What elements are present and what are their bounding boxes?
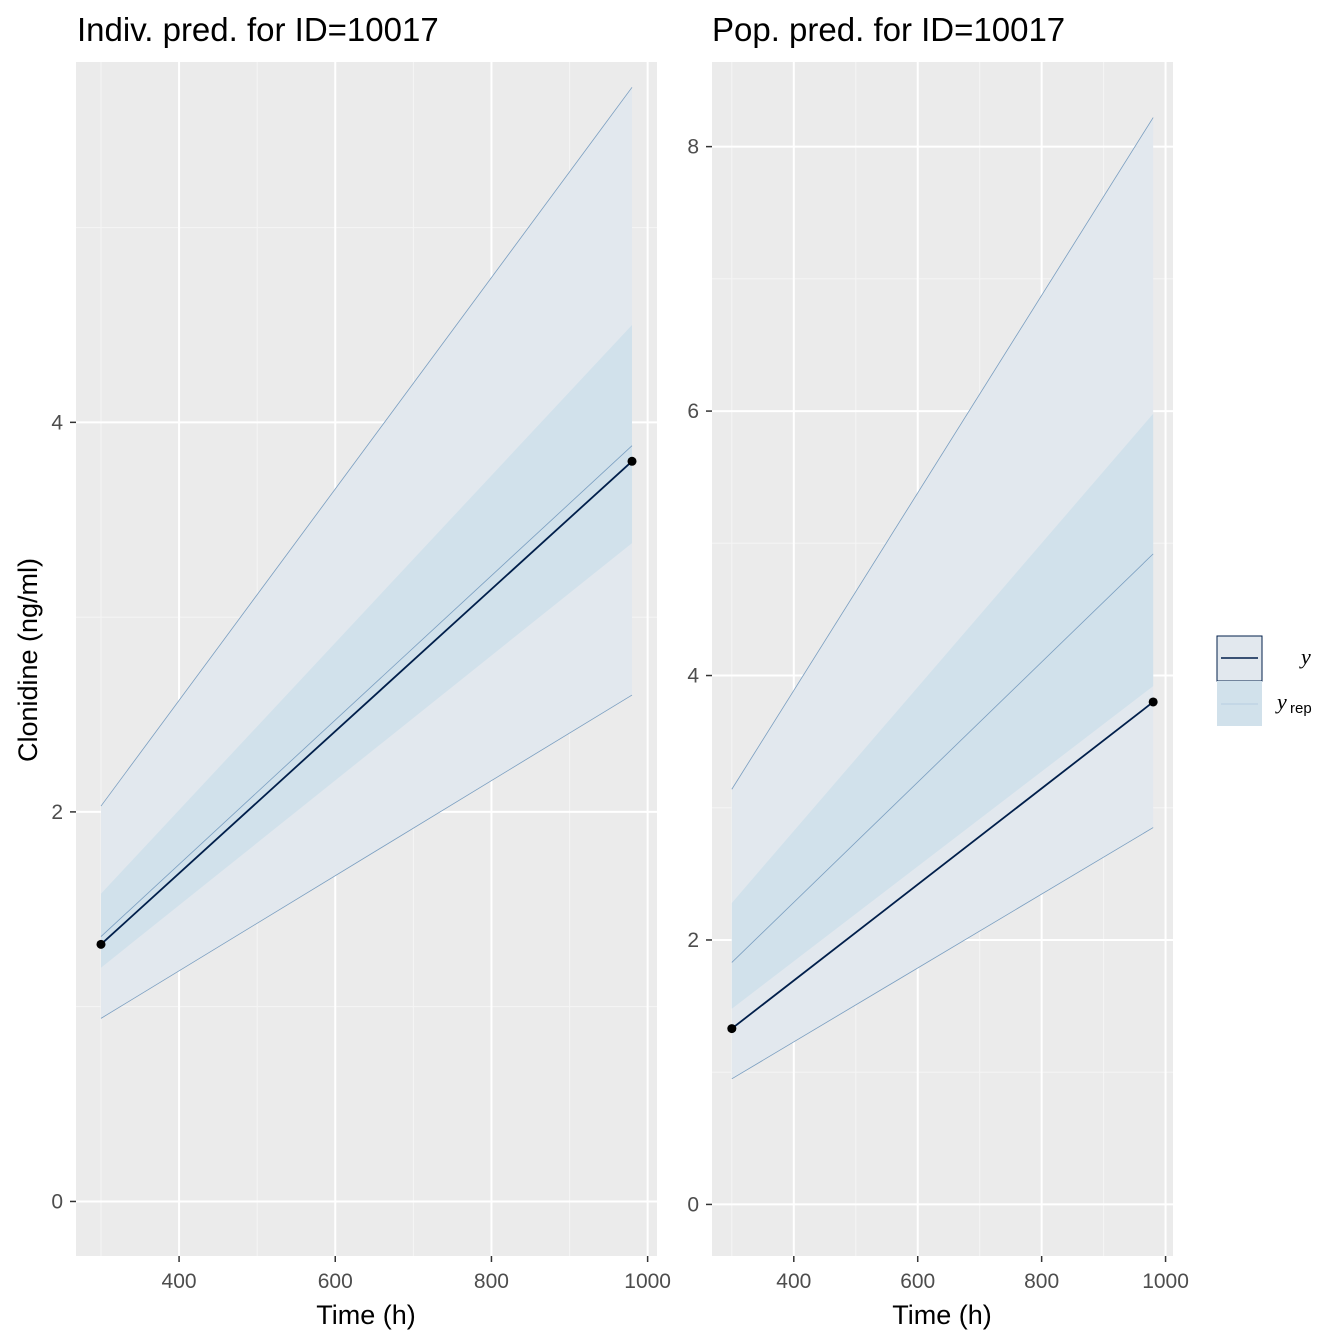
panel-indiv: Indiv. pred. for ID=10017 400 600 800 1000 0…	[13, 11, 671, 1330]
panel-title-indiv: Indiv. pred. for ID=10017	[77, 11, 439, 48]
x-tick-label: 1000	[1142, 1270, 1189, 1293]
legend-key-y	[1216, 635, 1263, 682]
rep-median-line	[100, 445, 633, 937]
y-tick-label: 2	[51, 801, 63, 824]
observed-point	[627, 456, 637, 466]
y-tick-label: 0	[687, 1193, 699, 1216]
panel-title-pop: Pop. pred. for ID=10017	[712, 11, 1065, 48]
observed-point	[727, 1024, 737, 1034]
x-tick-label: 600	[900, 1270, 935, 1293]
x-tick-label: 600	[318, 1270, 353, 1293]
outer-upper-line	[731, 117, 1154, 790]
inner-interval-band	[100, 324, 633, 968]
plot-area-pop: 400 600 800 1000 0 2 4 6 8	[687, 62, 1189, 1293]
y-tick-label: 0	[51, 1190, 63, 1213]
observed-line	[100, 460, 633, 946]
legend-key-yrep	[1217, 681, 1262, 726]
x-tick-label: 400	[162, 1270, 197, 1293]
legend-label-yrep-sub: rep	[1290, 700, 1312, 717]
y-tick-label: 2	[687, 929, 699, 952]
panel-pop: Pop. pred. for ID=10017 400 600 800 1000024…	[687, 11, 1189, 1330]
legend-label-yrep: y	[1275, 689, 1287, 714]
outer-upper-line	[100, 87, 633, 807]
observed-point	[1148, 697, 1158, 707]
rep-median-line	[731, 553, 1154, 963]
y-tick-label: 8	[687, 136, 699, 159]
y-axis-label-indiv: Clonidine (ng/ml)	[13, 558, 43, 762]
x-tick-label: 800	[1024, 1270, 1059, 1293]
y-tick-label: 6	[687, 400, 699, 423]
plot-area-indiv: 400 600 800 1000 0 2 4	[51, 62, 671, 1293]
x-axis-label-indiv: Time (h)	[316, 1300, 416, 1330]
outer-lower-line	[731, 827, 1154, 1080]
legend-label-y: y	[1299, 644, 1311, 669]
x-tick-label: 400	[776, 1270, 811, 1293]
observed-line	[731, 701, 1154, 1030]
x-tick-label: 1000	[624, 1270, 671, 1293]
y-tick-label: 4	[687, 665, 699, 688]
y-tick-label: 4	[51, 411, 63, 434]
x-tick-label: 800	[474, 1270, 509, 1293]
legend: y y rep	[1216, 635, 1312, 726]
outer-lower-line	[100, 694, 633, 1019]
observed-point	[96, 939, 106, 949]
x-axis-label-pop: Time (h)	[892, 1300, 992, 1330]
